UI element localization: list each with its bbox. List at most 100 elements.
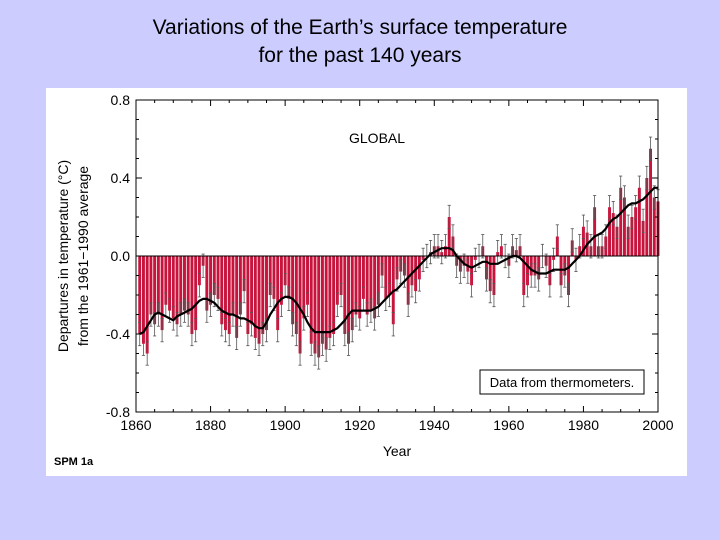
error-bar — [242, 278, 246, 304]
temperature-bar — [619, 187, 623, 256]
error-bar — [302, 306, 306, 331]
error-bar — [630, 204, 634, 230]
error-bar — [488, 278, 492, 304]
error-bar — [395, 267, 399, 292]
error-bar — [287, 286, 291, 312]
error-bar — [268, 282, 272, 308]
temperature-bar — [567, 256, 570, 295]
y-axis-label-line-2: from the 1961−1990 average — [75, 166, 91, 346]
temperature-bar — [376, 256, 380, 305]
temperature-bar — [317, 256, 321, 358]
temperature-bar — [205, 256, 209, 311]
error-bar — [194, 317, 198, 343]
temperature-bar — [138, 256, 142, 334]
error-bar — [484, 267, 489, 292]
temperature-bar — [447, 217, 451, 256]
error-bar — [499, 234, 503, 259]
temperature-bar — [384, 256, 388, 299]
temperature-bar — [630, 217, 634, 256]
error-bar — [324, 337, 328, 362]
temperature-bar — [388, 256, 392, 295]
temperature-bar — [649, 148, 653, 256]
error-bar — [473, 247, 477, 273]
error-bar — [186, 302, 190, 327]
error-bar — [559, 273, 563, 298]
chart-panel: 1860 1880 1900 1920 1940 1960 1980 2000 -0.8 -0.4… — [46, 88, 687, 476]
error-bar — [227, 321, 231, 347]
error-bar — [533, 263, 537, 288]
temperature-bar — [611, 213, 615, 256]
axis-ticks: 1860 1880 1900 1920 1940 1960 1980 2000 -0.8 -0.4… — [106, 92, 674, 433]
x-tick-label: 1960 — [493, 417, 524, 433]
temperature-bar — [309, 256, 313, 344]
slide-title: Variations of the Earth’s surface temper… — [0, 14, 720, 70]
temperature-bar — [242, 256, 246, 292]
annotation-box — [479, 369, 645, 395]
temperature-bar — [227, 256, 231, 334]
error-bar — [581, 214, 586, 239]
y-tick-label: -0.8 — [106, 404, 130, 420]
temperature-bar — [488, 256, 492, 292]
error-bar — [291, 312, 295, 337]
error-bar — [328, 325, 332, 351]
error-bar — [641, 208, 645, 234]
temperature-bar — [164, 256, 168, 305]
temperature-bar — [179, 256, 183, 315]
temperature-bar — [238, 256, 242, 315]
temperature-bar — [306, 256, 309, 305]
temperature-bar — [298, 256, 302, 354]
error-bar — [570, 228, 574, 253]
temperature-bar — [212, 256, 216, 295]
y-tick-label: -0.4 — [106, 326, 130, 342]
x-tick-label: 1860 — [120, 417, 151, 433]
error-bar — [555, 224, 559, 249]
temperature-bar — [615, 226, 619, 256]
error-bar — [197, 273, 201, 298]
error-bar — [492, 282, 496, 308]
temperature-bar — [354, 256, 358, 315]
error-bar — [552, 247, 556, 273]
error-bar — [309, 331, 313, 356]
annotation-text: Data from thermometers. — [490, 375, 635, 390]
temperature-bar — [347, 256, 350, 344]
temperature-bar — [593, 207, 597, 256]
error-bar — [182, 298, 187, 323]
temperature-bar — [634, 207, 638, 256]
error-bar — [593, 195, 597, 220]
error-bar — [190, 321, 194, 347]
temperature-bar — [641, 220, 645, 256]
temperature-bar — [197, 256, 201, 286]
temperature-bar — [608, 207, 611, 256]
error-bar — [414, 278, 418, 304]
temperature-bar — [358, 256, 362, 319]
error-bar — [365, 302, 369, 327]
error-bar — [249, 312, 254, 337]
y-tick-label: 0.4 — [111, 170, 131, 186]
error-bar — [246, 321, 250, 347]
error-bar — [332, 321, 336, 347]
error-bar — [313, 341, 317, 366]
temperature-bar — [209, 256, 213, 305]
temperature-bar — [328, 256, 332, 338]
error-bar — [317, 345, 321, 370]
temperature-bar — [652, 197, 656, 256]
error-bar — [510, 234, 515, 259]
y-tick-label: 0.8 — [111, 92, 131, 108]
error-bar — [626, 214, 630, 239]
temperature-bar — [302, 256, 306, 319]
error-bar — [566, 282, 571, 308]
temperature-bar — [250, 256, 254, 325]
error-bar — [223, 317, 228, 343]
temperature-bar — [276, 256, 280, 331]
error-bar — [469, 273, 474, 298]
error-bar — [279, 292, 284, 317]
error-bar — [447, 204, 451, 230]
slide-title-line-1: Variations of the Earth’s surface temper… — [152, 16, 568, 39]
temperature-bar — [272, 256, 276, 299]
error-bar — [462, 253, 466, 278]
error-bar — [652, 185, 656, 210]
error-bar — [305, 292, 310, 317]
temperature-bar — [283, 256, 287, 286]
temperature-bar — [406, 256, 410, 305]
error-bar — [376, 292, 380, 317]
